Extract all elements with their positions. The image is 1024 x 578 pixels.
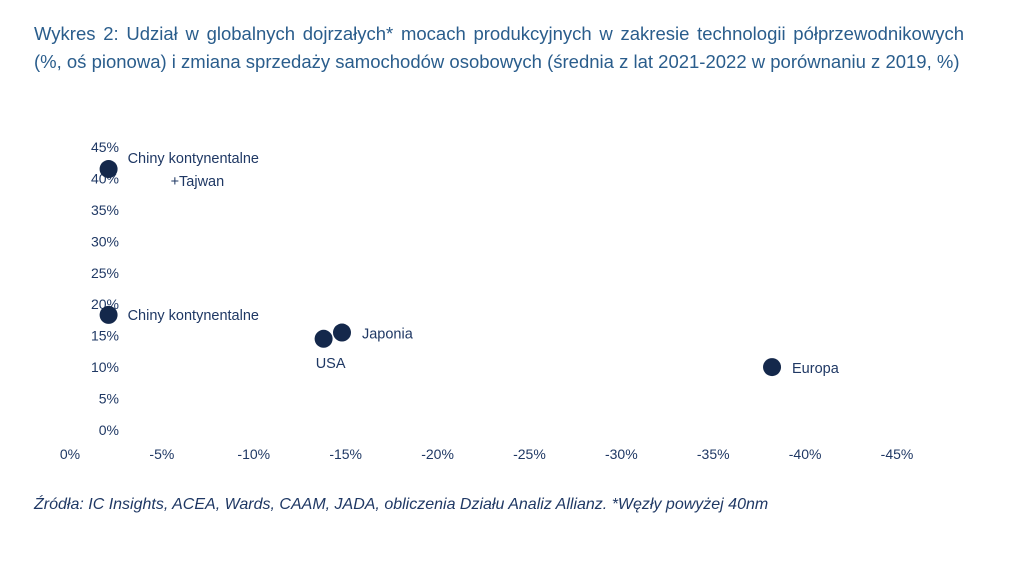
x-tick-label: -20%: [421, 446, 454, 462]
x-tick-label: 0%: [60, 446, 80, 462]
data-points: [99, 160, 782, 377]
data-point: [314, 329, 333, 348]
x-tick-label: -5%: [149, 446, 174, 462]
y-tick-label: 0%: [99, 422, 119, 438]
point-label: +Tajwan: [171, 174, 225, 190]
data-point: [763, 358, 782, 377]
point-label: USA: [316, 356, 346, 372]
x-tick-label: -40%: [789, 446, 822, 462]
x-axis-ticks: 0% -5% -10% -15% -20% -25% -30% -35% -40% -45%: [60, 446, 913, 462]
x-tick-label: -10%: [237, 446, 270, 462]
y-tick-label: 30%: [91, 233, 119, 249]
y-tick-label: 15%: [91, 328, 119, 344]
point-label: Chiny kontynentalne: [128, 308, 259, 324]
y-tick-label: 45%: [91, 139, 119, 155]
x-tick-label: -30%: [605, 446, 638, 462]
point-label: Europa: [792, 361, 840, 377]
data-point: [332, 323, 351, 342]
data-point: [99, 305, 118, 324]
source-note: Źródła: IC Insights, ACEA, Wards, CAAM, …: [34, 496, 769, 513]
y-axis-ticks: 0%5%10%15%20%25%30%35%40%45%: [91, 139, 119, 438]
y-tick-label: 10%: [91, 359, 119, 375]
point-labels: Chiny kontynentalne +Tajwan Chiny kontynen…: [128, 151, 840, 377]
y-tick-label: 5%: [99, 391, 119, 407]
chart-title: Wykres 2: Udział w globalnych dojrzałych…: [34, 23, 964, 72]
y-tick-label: 25%: [91, 265, 119, 281]
x-tick-label: -15%: [329, 446, 362, 462]
x-tick-label: -45%: [881, 446, 914, 462]
point-label: Japonia: [362, 327, 414, 343]
point-label: Chiny kontynentalne: [128, 151, 259, 167]
x-tick-label: -25%: [513, 446, 546, 462]
y-tick-label: 35%: [91, 202, 119, 218]
x-tick-label: -35%: [697, 446, 730, 462]
data-point: [99, 160, 118, 179]
